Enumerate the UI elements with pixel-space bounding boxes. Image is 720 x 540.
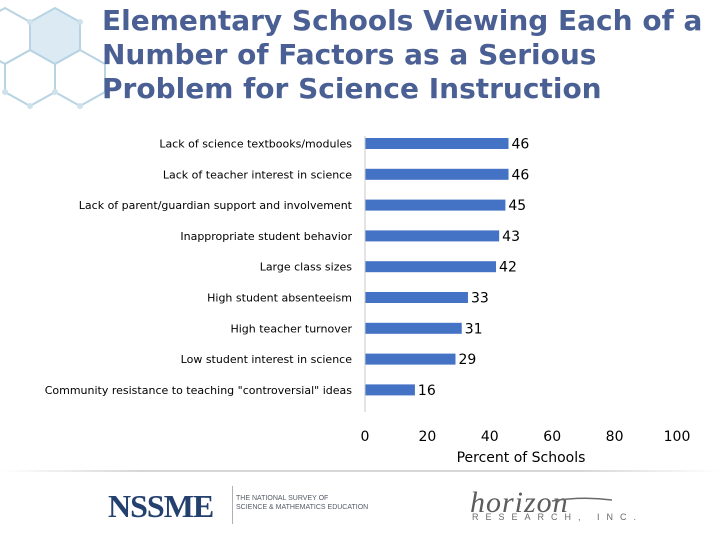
logo-divider xyxy=(232,486,233,524)
x-tick-label: 20 xyxy=(418,429,436,445)
bar-value-label: 42 xyxy=(499,260,517,276)
page-title: Elementary Schools Viewing Each of a Num… xyxy=(102,4,703,105)
x-tick-label: 0 xyxy=(361,429,370,445)
x-axis-label: Percent of Schools xyxy=(457,450,586,466)
nssme-tagline: THE NATIONAL SURVEY OF SCIENCE & MATHEMA… xyxy=(236,494,368,512)
category-label: Lack of science textbooks/modules xyxy=(159,138,352,151)
nssme-tagline-line1: THE NATIONAL SURVEY OF xyxy=(236,495,329,502)
bar xyxy=(365,230,500,242)
horizon-swoosh-icon xyxy=(552,497,612,502)
bar-value-label: 45 xyxy=(508,198,526,214)
bar xyxy=(365,261,497,273)
bar-value-label: 43 xyxy=(502,229,520,245)
category-label: Low student interest in science xyxy=(181,353,353,366)
x-tick-label: 100 xyxy=(664,429,691,445)
nssme-tagline-line2: SCIENCE & MATHEMATICS EDUCATION xyxy=(236,504,369,511)
category-label: Lack of parent/guardian support and invo… xyxy=(79,199,353,212)
bar xyxy=(365,138,509,149)
category-label: Lack of teacher interest in science xyxy=(163,168,352,181)
category-label: High teacher turnover xyxy=(230,322,352,335)
category-label: Large class sizes xyxy=(260,261,353,274)
bar xyxy=(365,384,415,396)
bar xyxy=(365,322,462,334)
footer-divider xyxy=(0,470,720,472)
horizon-logo: horizon xyxy=(470,486,569,519)
x-tick-label: 80 xyxy=(606,429,624,445)
x-tick-label: 40 xyxy=(481,429,499,445)
category-label: Inappropriate student behavior xyxy=(180,230,352,243)
bar xyxy=(365,168,509,180)
hexagon-pattern-decoration xyxy=(0,6,106,109)
x-tick-label: 60 xyxy=(543,429,561,445)
bar-value-label: 16 xyxy=(418,383,436,399)
bar xyxy=(365,199,506,211)
nssme-logo: NSSME xyxy=(108,488,214,524)
bar-value-label: 31 xyxy=(465,321,483,337)
bar-chart: Lack of science textbooks/modules Lack of… xyxy=(45,136,691,466)
horizon-tagline: RESEARCH, INC. xyxy=(472,512,644,522)
bar-value-label: 46 xyxy=(512,137,530,153)
category-label: Community resistance to teaching "contro… xyxy=(45,384,353,397)
bar xyxy=(365,292,468,303)
bar xyxy=(365,353,456,365)
bar-value-label: 33 xyxy=(471,291,489,307)
bar-value-label: 29 xyxy=(458,352,476,368)
category-label: High student absenteeism xyxy=(207,292,352,305)
bar-value-label: 46 xyxy=(512,167,530,183)
